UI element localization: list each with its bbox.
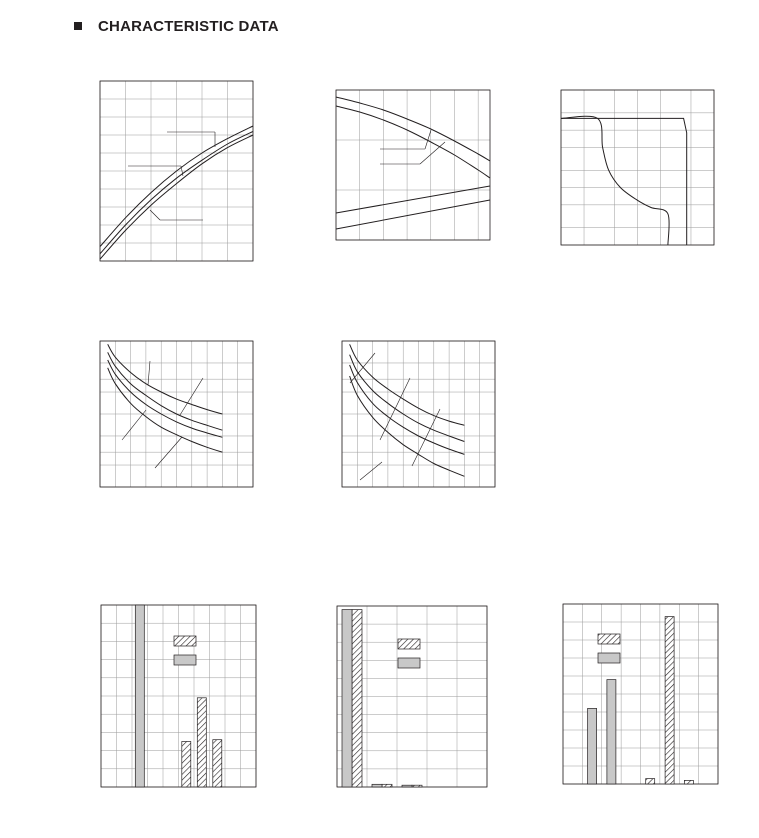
plot-frame (100, 604, 257, 788)
chart-dist-contact-resistance (336, 605, 488, 788)
series-line-16a (335, 105, 491, 179)
plot-frame (341, 340, 496, 488)
plot-frame (560, 89, 715, 246)
series-line (349, 354, 465, 442)
bar-make (351, 609, 363, 788)
section-header: CHARACTERISTIC DATA (74, 15, 279, 37)
series-line-must-operate (335, 199, 491, 230)
series-line-must-operate (335, 185, 491, 214)
label-leader-line (379, 377, 411, 441)
bar-operate (645, 778, 656, 785)
bar-release (587, 708, 597, 785)
bar-release (606, 679, 617, 785)
label-leader-line (349, 352, 376, 384)
chart-life-curve-k1ak (99, 340, 254, 488)
series-line-16a (99, 125, 254, 247)
series-line-dc-resistive (560, 115, 670, 246)
bar-break (371, 783, 383, 788)
chart-life-curve-k1ck (341, 340, 496, 488)
bullet-square-icon (74, 22, 82, 30)
plot-frame (99, 340, 254, 488)
bar-operate (684, 780, 694, 785)
bar-make (411, 784, 423, 788)
series-line-ac-resistive (561, 117, 688, 245)
label-leader-line (179, 377, 204, 416)
series-line (349, 375, 465, 477)
chart-operating-range (335, 89, 491, 241)
label-leader-line (419, 141, 446, 165)
series-line (107, 359, 223, 438)
label-leader-line (154, 436, 183, 469)
legend-swatch (397, 657, 421, 669)
label-leader-line (359, 461, 383, 481)
label-leader-line (411, 408, 441, 467)
legend-swatch (173, 635, 197, 647)
label-leader-line (121, 409, 147, 441)
chart-dist-operate-release-time (100, 604, 257, 788)
series-line (107, 367, 223, 453)
bar-break (341, 609, 353, 788)
label-leader-line (180, 165, 184, 177)
chart-dist-operate-release-voltage (562, 603, 719, 785)
chart-coil-temperature-rise (99, 80, 254, 262)
section-title: CHARACTERISTIC DATA (98, 17, 279, 35)
legend-swatch (597, 633, 621, 645)
bar-operate (212, 739, 223, 788)
bar-release (134, 604, 145, 788)
bar-make (381, 783, 393, 788)
series-line-10a (99, 130, 254, 255)
legend-swatch (397, 638, 421, 650)
label-leader-line (149, 209, 161, 221)
label-leader-line (147, 360, 151, 386)
series-line (349, 364, 465, 455)
legend-swatch (173, 654, 197, 666)
bar-operate (664, 616, 675, 785)
bar-break (401, 784, 413, 788)
legend-swatch (597, 652, 621, 664)
plot-frame (99, 80, 254, 262)
series-line (107, 344, 223, 415)
plot-frame (335, 89, 491, 241)
series-line-0a (335, 96, 491, 162)
series-line (349, 344, 465, 426)
bar-operate (196, 697, 207, 788)
label-leader-line (424, 129, 432, 150)
chart-maximum-switching-power (560, 89, 715, 246)
plot-frame (562, 603, 719, 785)
series-line (107, 352, 223, 431)
series-line-0a (99, 134, 254, 260)
bar-operate (181, 741, 192, 788)
